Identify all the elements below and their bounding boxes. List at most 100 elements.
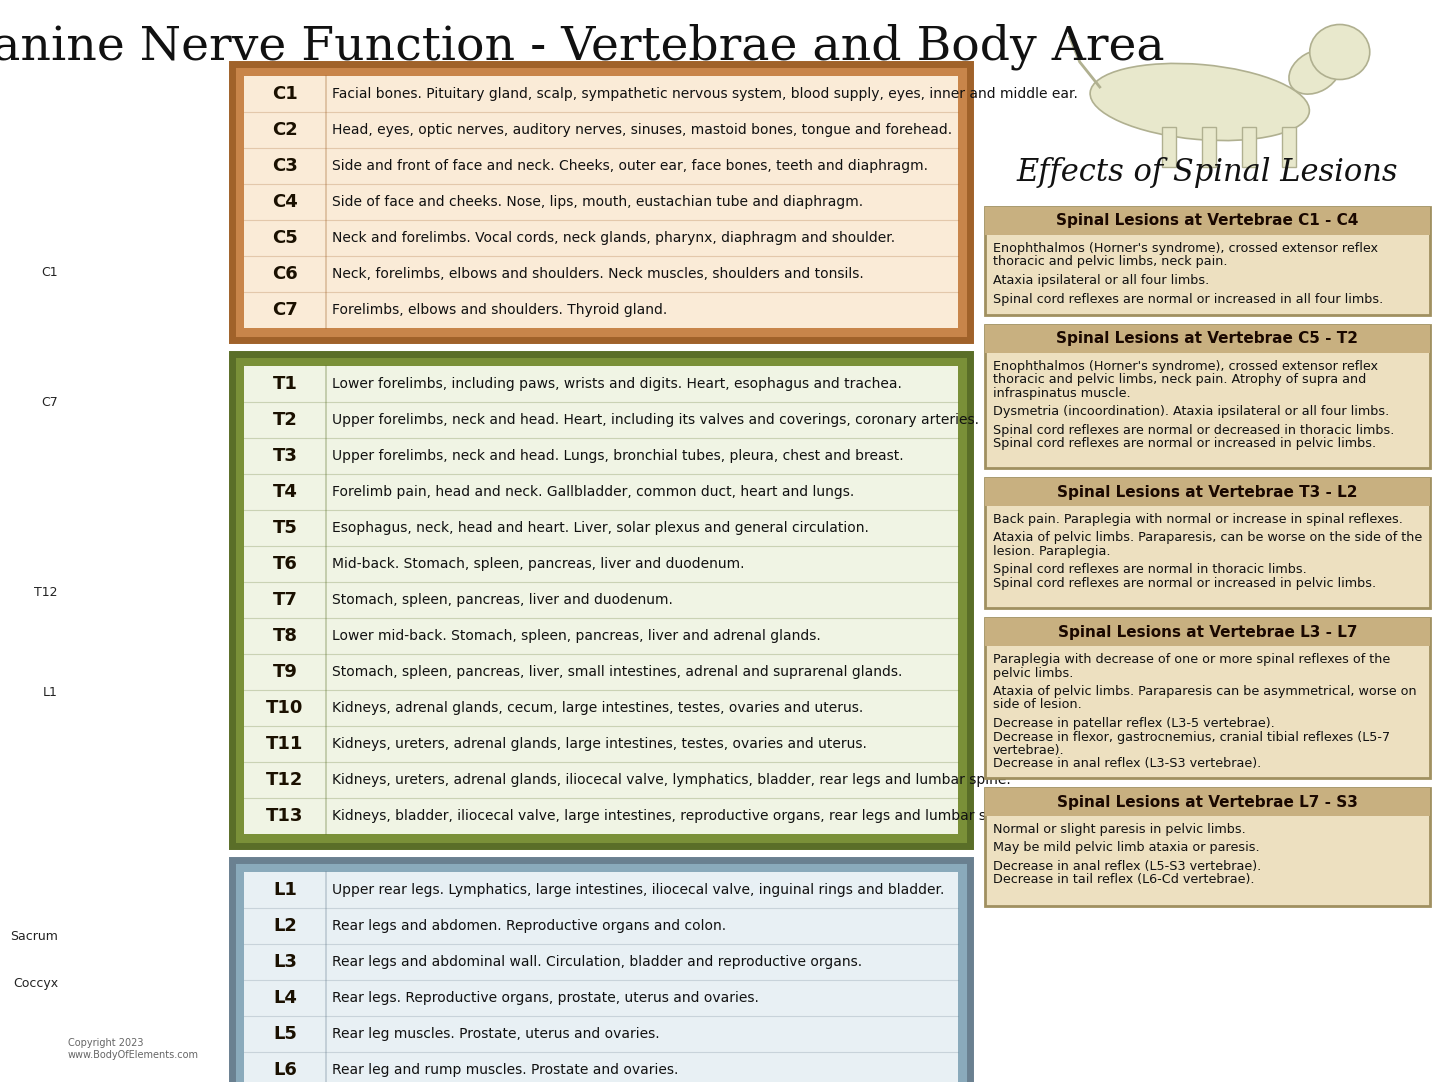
Text: T9: T9: [273, 663, 298, 681]
Text: side of lesion.: side of lesion.: [993, 699, 1082, 712]
Text: Facial bones. Pituitary gland, scalp, sympathetic nervous system, blood supply, : Facial bones. Pituitary gland, scalp, sy…: [332, 87, 1078, 101]
Text: L5: L5: [273, 1025, 296, 1043]
Text: thoracic and pelvic limbs, neck pain. Atrophy of supra and: thoracic and pelvic limbs, neck pain. At…: [993, 373, 1367, 386]
FancyBboxPatch shape: [985, 478, 1431, 608]
Text: Esophagus, neck, head and heart. Liver, solar plexus and general circulation.: Esophagus, neck, head and heart. Liver, …: [332, 522, 868, 535]
Text: Forelimb pain, head and neck. Gallbladder, common duct, heart and lungs.: Forelimb pain, head and neck. Gallbladde…: [332, 485, 854, 499]
Text: C7: C7: [42, 396, 58, 409]
Text: Copyright 2023
www.BodyOfElements.com: Copyright 2023 www.BodyOfElements.com: [68, 1039, 199, 1060]
Text: thoracic and pelvic limbs, neck pain.: thoracic and pelvic limbs, neck pain.: [993, 255, 1227, 268]
Text: Effects of Spinal Lesions: Effects of Spinal Lesions: [1017, 157, 1399, 187]
Text: C1: C1: [42, 265, 58, 278]
Text: Coccyx: Coccyx: [13, 977, 58, 990]
Text: Spinal Lesions at Vertebrae L3 - L7: Spinal Lesions at Vertebrae L3 - L7: [1058, 624, 1357, 639]
FancyBboxPatch shape: [985, 207, 1431, 235]
Text: T1: T1: [273, 375, 298, 393]
FancyBboxPatch shape: [985, 207, 1431, 315]
Text: Enophthalmos (Horner's syndrome), crossed extensor reflex: Enophthalmos (Horner's syndrome), crosse…: [993, 242, 1379, 255]
Text: T12: T12: [35, 585, 58, 598]
Text: Spinal cord reflexes are normal or increased in all four limbs.: Spinal cord reflexes are normal or incre…: [993, 292, 1383, 305]
Text: T5: T5: [273, 519, 298, 537]
Text: Decrease in anal reflex (L5-S3 vertebrae).: Decrease in anal reflex (L5-S3 vertebrae…: [993, 860, 1261, 873]
Text: Kidneys, ureters, adrenal glands, iliocecal valve, lymphatics, bladder, rear leg: Kidneys, ureters, adrenal glands, ilioce…: [332, 773, 1010, 787]
FancyBboxPatch shape: [244, 366, 958, 834]
Text: lesion. Paraplegia.: lesion. Paraplegia.: [993, 545, 1111, 558]
FancyBboxPatch shape: [233, 64, 970, 340]
Text: L6: L6: [273, 1061, 296, 1079]
Text: T2: T2: [273, 411, 298, 428]
Text: L3: L3: [273, 953, 296, 971]
Text: vertebrae).: vertebrae).: [993, 744, 1065, 757]
Text: Decrease in flexor, gastrocnemius, cranial tibial reflexes (L5-7: Decrease in flexor, gastrocnemius, crani…: [993, 730, 1390, 743]
Text: Spinal Lesions at Vertebrae T3 - L2: Spinal Lesions at Vertebrae T3 - L2: [1058, 485, 1358, 500]
Text: Paraplegia with decrease of one or more spinal reflexes of the: Paraplegia with decrease of one or more …: [993, 654, 1390, 667]
Text: Spinal cord reflexes are normal or increased in pelvic limbs.: Spinal cord reflexes are normal or incre…: [993, 437, 1376, 450]
Ellipse shape: [1289, 50, 1341, 94]
Text: C4: C4: [272, 193, 298, 211]
Text: Spinal cord reflexes are normal or decreased in thoracic limbs.: Spinal cord reflexes are normal or decre…: [993, 424, 1394, 437]
Text: infraspinatus muscle.: infraspinatus muscle.: [993, 387, 1130, 400]
Text: Lower mid-back. Stomach, spleen, pancreas, liver and adrenal glands.: Lower mid-back. Stomach, spleen, pancrea…: [332, 629, 821, 643]
Text: Side of face and cheeks. Nose, lips, mouth, eustachian tube and diaphragm.: Side of face and cheeks. Nose, lips, mou…: [332, 195, 863, 209]
FancyBboxPatch shape: [244, 872, 958, 1082]
FancyBboxPatch shape: [985, 478, 1431, 506]
Text: Kidneys, adrenal glands, cecum, large intestines, testes, ovaries and uterus.: Kidneys, adrenal glands, cecum, large in…: [332, 701, 863, 715]
Text: Upper forelimbs, neck and head. Lungs, bronchial tubes, pleura, chest and breast: Upper forelimbs, neck and head. Lungs, b…: [332, 449, 903, 463]
Text: Decrease in anal reflex (L3-S3 vertebrae).: Decrease in anal reflex (L3-S3 vertebrae…: [993, 757, 1261, 770]
Text: Decrease in tail reflex (L6-Cd vertebrae).: Decrease in tail reflex (L6-Cd vertebrae…: [993, 873, 1254, 886]
Text: Decrease in patellar reflex (L3-5 vertebrae).: Decrease in patellar reflex (L3-5 verteb…: [993, 717, 1274, 730]
Text: C1: C1: [272, 85, 298, 103]
Text: Stomach, spleen, pancreas, liver and duodenum.: Stomach, spleen, pancreas, liver and duo…: [332, 593, 673, 607]
Text: T12: T12: [266, 771, 303, 789]
Text: Stomach, spleen, pancreas, liver, small intestines, adrenal and suprarenal gland: Stomach, spleen, pancreas, liver, small …: [332, 665, 902, 679]
Text: C3: C3: [272, 157, 298, 175]
FancyBboxPatch shape: [985, 788, 1431, 816]
Text: Lower forelimbs, including paws, wrists and digits. Heart, esophagus and trachea: Lower forelimbs, including paws, wrists …: [332, 377, 902, 391]
Text: Ataxia of pelvic limbs. Paraparesis, can be worse on the side of the: Ataxia of pelvic limbs. Paraparesis, can…: [993, 531, 1422, 544]
Text: Rear legs. Reproductive organs, prostate, uterus and ovaries.: Rear legs. Reproductive organs, prostate…: [332, 991, 759, 1005]
Text: Back pain. Paraplegia with normal or increase in spinal reflexes.: Back pain. Paraplegia with normal or inc…: [993, 513, 1403, 526]
Text: Upper rear legs. Lymphatics, large intestines, iliocecal valve, inguinal rings a: Upper rear legs. Lymphatics, large intes…: [332, 883, 945, 897]
Text: May be mild pelvic limb ataxia or paresis.: May be mild pelvic limb ataxia or paresi…: [993, 842, 1260, 855]
Text: C7: C7: [272, 301, 298, 319]
Text: Spinal Lesions at Vertebrae C5 - T2: Spinal Lesions at Vertebrae C5 - T2: [1056, 331, 1358, 346]
Text: Canine Nerve Function - Vertebrae and Body Area: Canine Nerve Function - Vertebrae and Bo…: [0, 24, 1165, 70]
Text: T13: T13: [266, 807, 303, 824]
Text: Kidneys, bladder, iliocecal valve, large intestines, reproductive organs, rear l: Kidneys, bladder, iliocecal valve, large…: [332, 809, 1020, 823]
Text: L4: L4: [273, 989, 296, 1007]
Bar: [1241, 127, 1256, 167]
Text: T8: T8: [273, 626, 298, 645]
Bar: [1202, 127, 1215, 167]
Text: C5: C5: [272, 229, 298, 247]
Text: Dysmetria (incoordination). Ataxia ipsilateral or all four limbs.: Dysmetria (incoordination). Ataxia ipsil…: [993, 406, 1389, 419]
Text: Rear legs and abdominal wall. Circulation, bladder and reproductive organs.: Rear legs and abdominal wall. Circulatio…: [332, 955, 863, 969]
Text: Enophthalmos (Horner's syndrome), crossed extensor reflex: Enophthalmos (Horner's syndrome), crosse…: [993, 360, 1379, 373]
Text: Mid-back. Stomach, spleen, pancreas, liver and duodenum.: Mid-back. Stomach, spleen, pancreas, liv…: [332, 557, 744, 571]
Bar: [1162, 127, 1176, 167]
Text: L1: L1: [273, 881, 296, 899]
FancyBboxPatch shape: [985, 618, 1431, 778]
Text: Upper forelimbs, neck and head. Heart, including its valves and coverings, coron: Upper forelimbs, neck and head. Heart, i…: [332, 413, 980, 427]
Text: Neck, forelimbs, elbows and shoulders. Neck muscles, shoulders and tonsils.: Neck, forelimbs, elbows and shoulders. N…: [332, 267, 864, 281]
Text: T4: T4: [273, 483, 298, 501]
Text: T3: T3: [273, 447, 298, 465]
Text: C2: C2: [272, 121, 298, 138]
Text: Spinal Lesions at Vertebrae L7 - S3: Spinal Lesions at Vertebrae L7 - S3: [1058, 794, 1358, 809]
Text: T11: T11: [266, 735, 303, 753]
Bar: [1282, 127, 1296, 167]
Text: T10: T10: [266, 699, 303, 717]
Text: Sacrum: Sacrum: [10, 931, 58, 944]
FancyBboxPatch shape: [233, 354, 970, 846]
Text: Rear leg muscles. Prostate, uterus and ovaries.: Rear leg muscles. Prostate, uterus and o…: [332, 1027, 659, 1041]
Ellipse shape: [1090, 64, 1309, 141]
FancyBboxPatch shape: [985, 618, 1431, 646]
FancyBboxPatch shape: [244, 76, 958, 328]
Text: T7: T7: [273, 591, 298, 609]
Text: Spinal cord reflexes are normal or increased in pelvic limbs.: Spinal cord reflexes are normal or incre…: [993, 577, 1376, 590]
Text: Ataxia of pelvic limbs. Paraparesis can be asymmetrical, worse on: Ataxia of pelvic limbs. Paraparesis can …: [993, 685, 1416, 698]
Text: Normal or slight paresis in pelvic limbs.: Normal or slight paresis in pelvic limbs…: [993, 823, 1246, 836]
Text: T6: T6: [273, 555, 298, 573]
FancyBboxPatch shape: [985, 788, 1431, 906]
Text: C6: C6: [272, 265, 298, 283]
FancyBboxPatch shape: [985, 325, 1431, 353]
